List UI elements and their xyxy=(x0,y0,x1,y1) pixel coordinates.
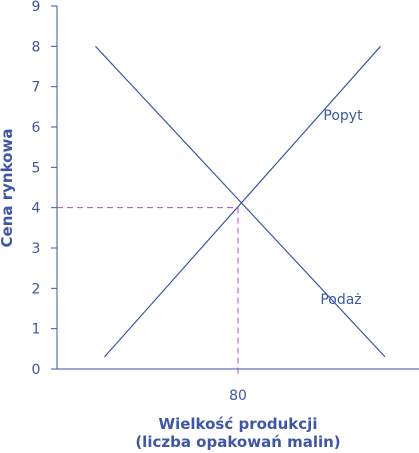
y-tick-label: 4 xyxy=(32,201,41,217)
series-label-0: Popyt xyxy=(323,108,363,124)
series-line-1 xyxy=(104,45,381,358)
series-labels: Popyt Podaż xyxy=(320,108,363,308)
x-tick-label: 80 xyxy=(229,388,247,404)
y-tick-label: 0 xyxy=(32,362,41,378)
x-axis-title-line2: (liczba opakowań malin) xyxy=(135,433,340,451)
axes xyxy=(56,6,419,370)
y-tick-label: 7 xyxy=(32,80,41,96)
y-tick-label: 9 xyxy=(32,0,41,15)
x-tick-labels: 80 xyxy=(229,388,247,404)
y-axis-title: Cena rynkowa xyxy=(0,129,16,248)
y-tick-label: 5 xyxy=(32,160,41,176)
y-tick-label: 2 xyxy=(32,281,41,297)
series-line-0 xyxy=(95,45,386,358)
y-tick-label: 6 xyxy=(32,120,41,136)
y-tick-labels: 0 1 2 3 4 5 6 7 8 9 xyxy=(32,0,57,378)
series-label-1: Podaż xyxy=(320,292,361,308)
guide-layer xyxy=(57,207,239,375)
y-tick-label: 8 xyxy=(32,39,41,55)
y-tick-label: 1 xyxy=(32,322,41,338)
y-tick-label: 3 xyxy=(32,241,41,257)
series-layer xyxy=(95,45,386,358)
x-axis-title-line1: Wielkość produkcji xyxy=(159,415,318,433)
